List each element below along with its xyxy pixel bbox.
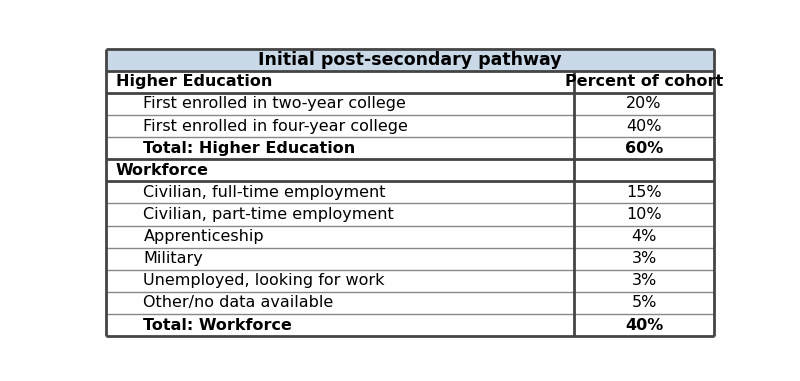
Text: 4%: 4% (631, 229, 657, 244)
Text: Total: Higher Education: Total: Higher Education (143, 141, 356, 156)
Bar (106, 314, 714, 336)
Text: 40%: 40% (626, 118, 662, 134)
Bar (106, 49, 714, 71)
Bar (106, 270, 714, 292)
Text: 5%: 5% (631, 296, 657, 311)
Bar (106, 159, 714, 181)
Bar (106, 181, 714, 203)
Bar (106, 292, 714, 314)
Bar (106, 137, 714, 159)
Text: Unemployed, looking for work: Unemployed, looking for work (143, 273, 385, 288)
Text: Total: Workforce: Total: Workforce (143, 318, 292, 333)
Bar (106, 93, 714, 115)
Text: Higher Education: Higher Education (115, 74, 272, 89)
Text: Civilian, part-time employment: Civilian, part-time employment (143, 207, 394, 222)
Text: First enrolled in four-year college: First enrolled in four-year college (143, 118, 408, 134)
Text: Initial post-secondary pathway: Initial post-secondary pathway (258, 51, 562, 69)
Bar (106, 71, 714, 93)
Text: 3%: 3% (631, 273, 657, 288)
Text: 3%: 3% (631, 251, 657, 266)
Text: Other/no data available: Other/no data available (143, 296, 334, 311)
Text: 60%: 60% (625, 141, 663, 156)
Text: Military: Military (143, 251, 203, 266)
Text: First enrolled in two-year college: First enrolled in two-year college (143, 96, 406, 112)
Text: Percent of cohort: Percent of cohort (565, 74, 723, 89)
Text: Apprenticeship: Apprenticeship (143, 229, 264, 244)
Bar (106, 203, 714, 226)
Text: Civilian, full-time employment: Civilian, full-time employment (143, 185, 386, 200)
Text: 10%: 10% (626, 207, 662, 222)
Text: 15%: 15% (626, 185, 662, 200)
Text: 40%: 40% (625, 318, 663, 333)
Text: Workforce: Workforce (115, 163, 209, 178)
Text: 20%: 20% (626, 96, 662, 112)
Bar (106, 226, 714, 248)
Bar (106, 248, 714, 270)
Bar (106, 115, 714, 137)
